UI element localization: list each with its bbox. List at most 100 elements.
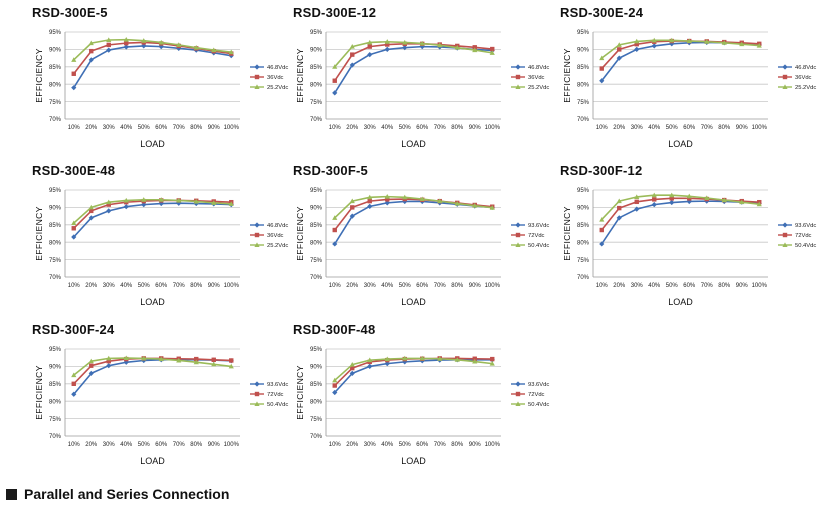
series-line xyxy=(73,199,232,229)
chart-title: RSD-300F-5 xyxy=(293,163,368,178)
data-point xyxy=(332,78,337,83)
data-point xyxy=(141,355,147,361)
data-point xyxy=(367,198,372,204)
data-point xyxy=(211,357,216,362)
data-point xyxy=(349,198,355,204)
data-point xyxy=(686,38,692,44)
y-tick-label: 80% xyxy=(310,82,323,88)
data-point xyxy=(669,199,675,206)
x-tick-label: 20% xyxy=(613,125,626,131)
data-point xyxy=(193,359,199,365)
data-point xyxy=(193,198,199,204)
x-tick-label: 80% xyxy=(451,442,464,448)
data-point xyxy=(141,38,147,43)
data-point xyxy=(385,42,390,47)
series-line xyxy=(334,195,493,219)
data-point xyxy=(229,358,234,363)
x-tick-label: 20% xyxy=(85,442,98,448)
legend-label: 46.8Vdc xyxy=(795,65,816,71)
legend-entry: 72Vdc xyxy=(511,232,545,239)
data-point xyxy=(106,363,112,369)
x-axis-label: LOAD xyxy=(140,456,165,466)
data-point xyxy=(193,45,199,50)
legend-entry: 50.4Vdc xyxy=(250,401,288,408)
y-tick-label: 70% xyxy=(49,434,62,440)
legend-marker xyxy=(782,64,788,70)
chart-svg: 70% 75% 80% 85% 90% 95% 10% 20% 30% 40% 50% 60% 70% 8… xyxy=(34,347,288,466)
x-tick-label: 20% xyxy=(346,283,359,289)
data-point xyxy=(176,357,182,363)
x-tick-label: 60% xyxy=(683,283,696,289)
y-axis-label: EFFICIENCY xyxy=(34,48,44,103)
x-tick-label: 70% xyxy=(173,125,186,131)
data-point xyxy=(106,358,111,364)
data-point xyxy=(617,47,622,52)
data-point xyxy=(634,41,639,47)
y-axis-label: EFFICIENCY xyxy=(34,365,44,420)
data-point xyxy=(106,42,111,48)
legend-marker xyxy=(254,401,260,406)
legend-entry: 25.2Vdc xyxy=(778,84,816,91)
x-tick-label: 40% xyxy=(120,283,133,289)
efficiency-chart: RSD-300F-12 70% 75% 80% 85% 90% 95% 10% 20% 30% 40… xyxy=(560,163,830,323)
y-axis-label: EFFICIENCY xyxy=(34,206,44,261)
data-point xyxy=(419,355,425,361)
x-tick-label: 80% xyxy=(190,125,203,131)
data-point xyxy=(349,44,355,49)
y-tick-label: 75% xyxy=(577,100,590,106)
black-square-icon xyxy=(6,488,17,500)
data-point xyxy=(367,39,373,45)
data-point xyxy=(739,199,745,205)
y-tick-label: 85% xyxy=(49,223,62,229)
data-point xyxy=(454,45,460,50)
data-point xyxy=(211,47,217,53)
x-tick-label: 60% xyxy=(155,442,168,448)
data-point xyxy=(71,381,76,386)
x-tick-label: 70% xyxy=(701,283,714,289)
legend-entry: 72Vdc xyxy=(778,232,812,239)
legend-marker xyxy=(515,401,521,406)
chart-svg: 70% 75% 80% 85% 90% 95% 10% 20% 30% 40% 50% 60% 70% 8… xyxy=(562,188,816,307)
y-axis-label: EFFICIENCY xyxy=(562,48,572,103)
data-point xyxy=(211,361,217,367)
legend-entry: 93.6Vdc xyxy=(511,381,549,388)
y-tick-label: 95% xyxy=(49,30,62,36)
legend-label: 25.2Vdc xyxy=(528,85,549,91)
legend-entry: 46.8Vdc xyxy=(250,64,288,71)
data-point xyxy=(106,47,112,53)
series-line xyxy=(73,198,232,224)
legend-entry: 46.8Vdc xyxy=(511,64,549,71)
data-point xyxy=(367,357,373,363)
efficiency-chart: RSD-300E-24 70% 75% 80% 85% 90% 95% 10% 20% 30% 40… xyxy=(560,5,830,165)
data-point xyxy=(332,227,337,233)
x-tick-label: 10% xyxy=(68,442,81,448)
chart-title: RSD-300E-24 xyxy=(560,5,644,20)
x-tick-label: 60% xyxy=(416,442,429,448)
data-point xyxy=(472,358,478,364)
y-tick-label: 75% xyxy=(577,258,590,264)
x-tick-label: 80% xyxy=(190,283,203,289)
chart-svg: 70% 75% 80% 85% 90% 95% 10% 20% 30% 40% 50% 60% 70% 8… xyxy=(34,30,288,149)
data-point xyxy=(617,205,622,211)
legend-marker xyxy=(254,232,260,238)
series xyxy=(599,39,762,84)
y-axis-label: EFFICIENCY xyxy=(295,365,305,420)
legend-entry: 46.8Vdc xyxy=(778,64,816,71)
data-point xyxy=(332,215,338,220)
y-tick-label: 80% xyxy=(310,399,323,405)
series-line xyxy=(334,40,493,68)
legend-label: 50.4Vdc xyxy=(528,402,549,408)
data-point xyxy=(367,203,373,209)
section-title: Parallel and Series Connection xyxy=(24,486,230,502)
chart-title: RSD-300E-12 xyxy=(293,5,377,20)
efficiency-chart: RSD-300E-5 70% 75% 80% 85% 90% 95% 10% 20% 30% 40%… xyxy=(32,5,302,165)
x-tick-label: 90% xyxy=(208,442,221,448)
x-tick-label: 50% xyxy=(666,283,679,289)
legend-marker xyxy=(254,242,260,247)
legend-marker xyxy=(515,242,521,247)
x-tick-label: 90% xyxy=(736,125,749,131)
data-point xyxy=(419,44,425,50)
data-point xyxy=(599,227,604,233)
data-point xyxy=(384,356,390,362)
data-point xyxy=(367,363,373,369)
